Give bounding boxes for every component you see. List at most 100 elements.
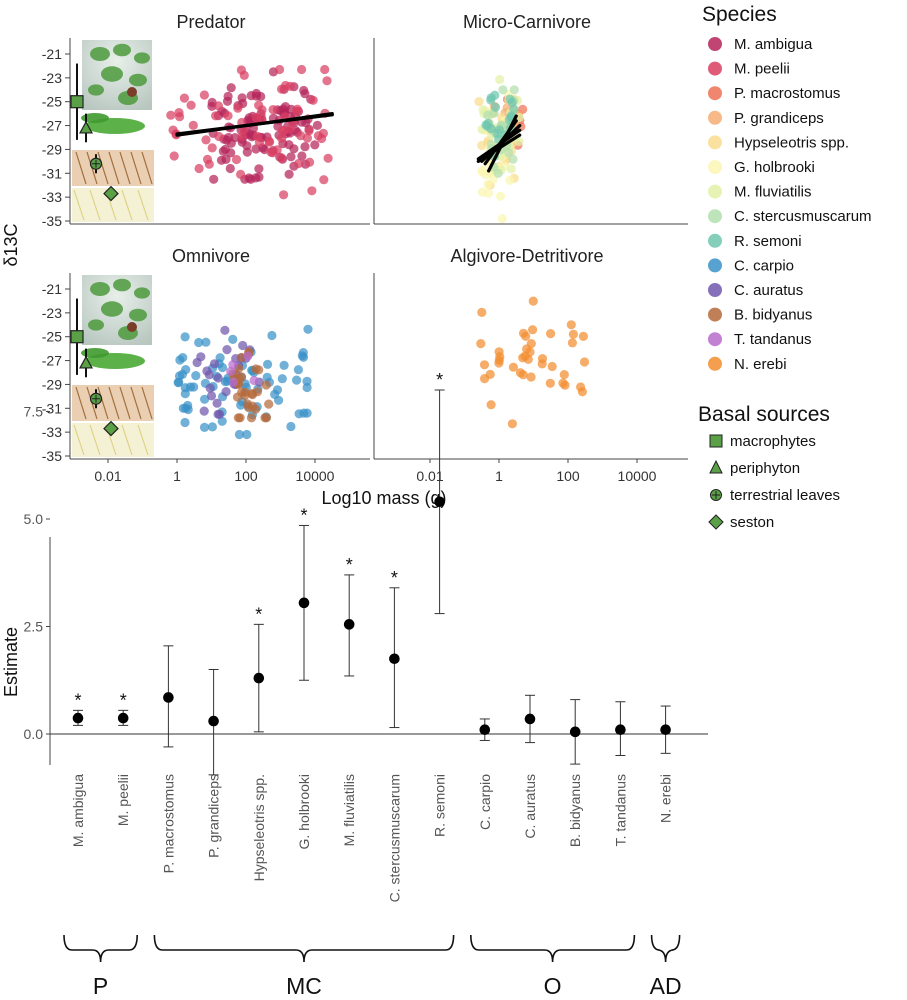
estimate-y-tick-label: 7.5 bbox=[24, 404, 44, 420]
significance-star: * bbox=[120, 690, 127, 710]
point-m-peelii bbox=[202, 154, 213, 164]
point-c-auratus bbox=[205, 383, 215, 393]
point-m-ambigua bbox=[300, 142, 310, 152]
estimate-point bbox=[569, 726, 581, 738]
point-m-peelii bbox=[254, 100, 264, 110]
point-m-ambigua bbox=[224, 132, 234, 143]
estimate-item-c-stercusmuscarum: * C. stercusmuscarum bbox=[386, 568, 402, 903]
legend-label: G. holbrooki bbox=[734, 159, 815, 176]
point-c-carpio bbox=[234, 429, 244, 440]
legend: Species M. ambigua M. peelii P. macrostomu… bbox=[698, 3, 872, 531]
scatter-y-label: δ13C bbox=[1, 223, 21, 266]
legend-swatch-c-stercusmuscarum bbox=[708, 209, 722, 224]
seston-line bbox=[121, 424, 133, 456]
scatter-panels: Predator -21 -23 -25 -27 -29 -31 -33 -35 Micro-Ca… bbox=[42, 12, 688, 484]
point-c-auratus bbox=[212, 398, 222, 408]
x-tick-label: 1 bbox=[495, 468, 503, 484]
point-t-tandanus bbox=[226, 366, 236, 376]
point-m-ambigua bbox=[221, 154, 231, 164]
point-m-ambigua bbox=[242, 147, 252, 157]
point-n-erebi bbox=[528, 325, 538, 335]
point-m-ambigua bbox=[230, 133, 240, 143]
point-n-erebi bbox=[518, 328, 529, 338]
y-tick-label: -27 bbox=[42, 118, 62, 134]
lily-pad bbox=[90, 282, 110, 296]
point-m-fluviatilis bbox=[495, 74, 505, 85]
lily-pad bbox=[88, 84, 104, 96]
point-n-erebi bbox=[528, 296, 538, 306]
y-tick-label: -27 bbox=[42, 353, 62, 369]
point-m-ambigua bbox=[225, 163, 235, 174]
x-tick-label: 0.01 bbox=[416, 468, 443, 484]
twig bbox=[108, 386, 120, 420]
y-tick-label: -25 bbox=[42, 329, 62, 345]
panel-4: Algivore-Detritivore 0.01 1 100 10000 bbox=[373, 246, 688, 484]
estimate-item-c-auratus: C. auratus bbox=[522, 694, 538, 839]
point-c-carpio bbox=[262, 372, 272, 382]
point-c-carpio bbox=[303, 324, 313, 334]
estimate-item-p-grandiceps: P. grandiceps bbox=[206, 669, 222, 858]
significance-star: * bbox=[255, 604, 262, 624]
group-ad: AD bbox=[650, 934, 682, 999]
point-n-erebi bbox=[523, 354, 533, 364]
point-m-peelii bbox=[292, 104, 302, 114]
estimate-item-b-bidyanus: B. bidyanus bbox=[567, 699, 583, 847]
legend-label: C. stercusmuscarum bbox=[734, 208, 872, 225]
twig bbox=[119, 386, 131, 420]
point-r-semoni bbox=[486, 95, 496, 105]
estimate-y-tick-label: 2.5 bbox=[24, 619, 44, 635]
estimate-item-g-holbrooki: * G. holbrooki bbox=[296, 505, 312, 849]
periphyton-leaf bbox=[81, 113, 109, 123]
lily-pad bbox=[113, 43, 131, 57]
point-c-carpio bbox=[189, 382, 199, 392]
significance-star: * bbox=[300, 505, 307, 525]
group-label: O bbox=[544, 973, 562, 999]
point-hypseleotris-spp- bbox=[474, 97, 484, 107]
estimate-point bbox=[389, 653, 400, 665]
legend-swatch-t-tandanus bbox=[708, 332, 722, 347]
point-r-semoni bbox=[490, 102, 501, 112]
point-m-peelii bbox=[304, 126, 314, 136]
species-axis-label: M. ambigua bbox=[70, 774, 86, 847]
estimate-point bbox=[343, 619, 355, 630]
point-m-peelii bbox=[174, 108, 184, 118]
lily-pad bbox=[134, 287, 150, 299]
point-c-auratus bbox=[196, 352, 206, 362]
panel-title: Predator bbox=[176, 12, 245, 32]
species-axis-label: G. holbrooki bbox=[296, 774, 312, 849]
estimate-item-c-carpio: C. carpio bbox=[477, 718, 493, 830]
basal-illustration bbox=[70, 40, 154, 222]
point-r-semoni bbox=[483, 118, 493, 128]
species-axis-label: T. tandanus bbox=[612, 774, 628, 846]
point-g-holbrooki bbox=[477, 166, 487, 176]
point-c-stercusmuscarum bbox=[493, 168, 503, 178]
point-m-peelii bbox=[188, 120, 198, 130]
point-m-peelii bbox=[308, 95, 318, 105]
point-c-carpio bbox=[194, 337, 204, 348]
point-c-carpio bbox=[302, 376, 312, 386]
point-n-erebi bbox=[485, 369, 495, 379]
basal-illustration bbox=[70, 275, 154, 457]
point-m-peelii bbox=[201, 135, 211, 145]
seston-marker bbox=[103, 185, 119, 202]
point-m-peelii bbox=[285, 81, 295, 91]
point-c-carpio bbox=[181, 403, 191, 413]
point-m-peelii bbox=[275, 64, 285, 75]
point-n-erebi bbox=[577, 387, 588, 397]
point-b-bidyanus bbox=[252, 387, 263, 397]
y-tick-label: -31 bbox=[42, 165, 62, 181]
seston-line bbox=[73, 189, 85, 221]
group-o: O bbox=[470, 934, 636, 999]
estimate-point bbox=[660, 724, 671, 735]
point-m-peelii bbox=[264, 136, 274, 146]
point-r-semoni bbox=[492, 128, 503, 139]
species-axis-label: P. grandiceps bbox=[206, 774, 222, 858]
leaf-litter bbox=[72, 150, 154, 186]
point-c-carpio bbox=[298, 352, 309, 362]
legend-basal-title: Basal sources bbox=[698, 403, 830, 426]
seston-line bbox=[137, 189, 149, 221]
lily-pad bbox=[101, 301, 123, 317]
point-c-auratus bbox=[199, 406, 209, 416]
point-t-tandanus bbox=[243, 351, 253, 361]
legend-label: P. macrostomus bbox=[734, 85, 840, 102]
